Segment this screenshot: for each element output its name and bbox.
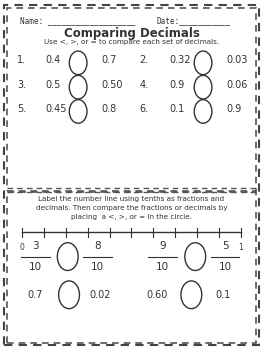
Text: 0.45: 0.45 [45, 104, 67, 114]
Text: 0.7: 0.7 [102, 55, 117, 65]
Text: 10: 10 [29, 262, 42, 272]
Text: 0.1: 0.1 [215, 290, 230, 300]
FancyBboxPatch shape [7, 193, 256, 343]
Text: 10: 10 [156, 262, 169, 272]
Text: 2.: 2. [139, 55, 149, 65]
Text: Date:___________: Date:___________ [156, 16, 230, 25]
Text: 0.02: 0.02 [89, 290, 111, 300]
Text: 10: 10 [91, 262, 104, 272]
FancyBboxPatch shape [7, 8, 256, 191]
Text: 0.7: 0.7 [28, 290, 43, 300]
Text: placing  a <, >, or = in the circle.: placing a <, >, or = in the circle. [71, 214, 192, 220]
Text: 0.06: 0.06 [226, 79, 248, 90]
Text: 10: 10 [219, 262, 232, 272]
Text: decimals. Then compare the fractions or decimals by: decimals. Then compare the fractions or … [36, 205, 227, 211]
Text: 1.: 1. [17, 55, 26, 65]
Text: 3: 3 [32, 241, 39, 251]
Text: 8: 8 [94, 241, 101, 251]
Text: 0.60: 0.60 [147, 290, 168, 300]
Text: 0: 0 [20, 243, 25, 252]
Text: 0.03: 0.03 [226, 55, 248, 65]
Text: Comparing Decimals: Comparing Decimals [64, 27, 199, 40]
Text: 0.50: 0.50 [102, 79, 123, 90]
Text: 0.9: 0.9 [169, 79, 184, 90]
Text: Name: ___________________: Name: ___________________ [20, 16, 135, 25]
Text: 5: 5 [222, 241, 229, 251]
Text: 5.: 5. [17, 104, 26, 114]
Text: 0.1: 0.1 [169, 104, 184, 114]
Text: 9: 9 [159, 241, 166, 251]
Text: 1: 1 [239, 243, 243, 252]
Text: 0.32: 0.32 [169, 55, 191, 65]
Text: 3.: 3. [17, 79, 26, 90]
Text: 0.8: 0.8 [102, 104, 117, 114]
Text: 6.: 6. [139, 104, 148, 114]
Text: 0.9: 0.9 [226, 104, 242, 114]
Text: Label the number line using tenths as fractions and: Label the number line using tenths as fr… [38, 196, 225, 202]
Text: 0.5: 0.5 [45, 79, 61, 90]
Text: Use <, >, or = to compare each set of decimals.: Use <, >, or = to compare each set of de… [44, 39, 219, 45]
Text: 4.: 4. [139, 79, 148, 90]
Text: 0.4: 0.4 [45, 55, 61, 65]
FancyBboxPatch shape [4, 5, 259, 345]
